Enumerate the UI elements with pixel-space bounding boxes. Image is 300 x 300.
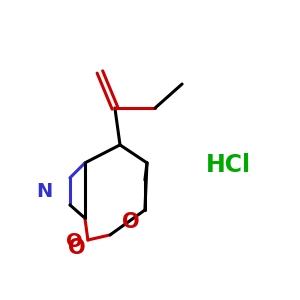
Text: O: O — [68, 238, 85, 257]
Text: HCl: HCl — [206, 153, 250, 177]
Text: N: N — [36, 182, 52, 201]
Text: O: O — [122, 212, 139, 232]
Text: O: O — [66, 232, 83, 251]
